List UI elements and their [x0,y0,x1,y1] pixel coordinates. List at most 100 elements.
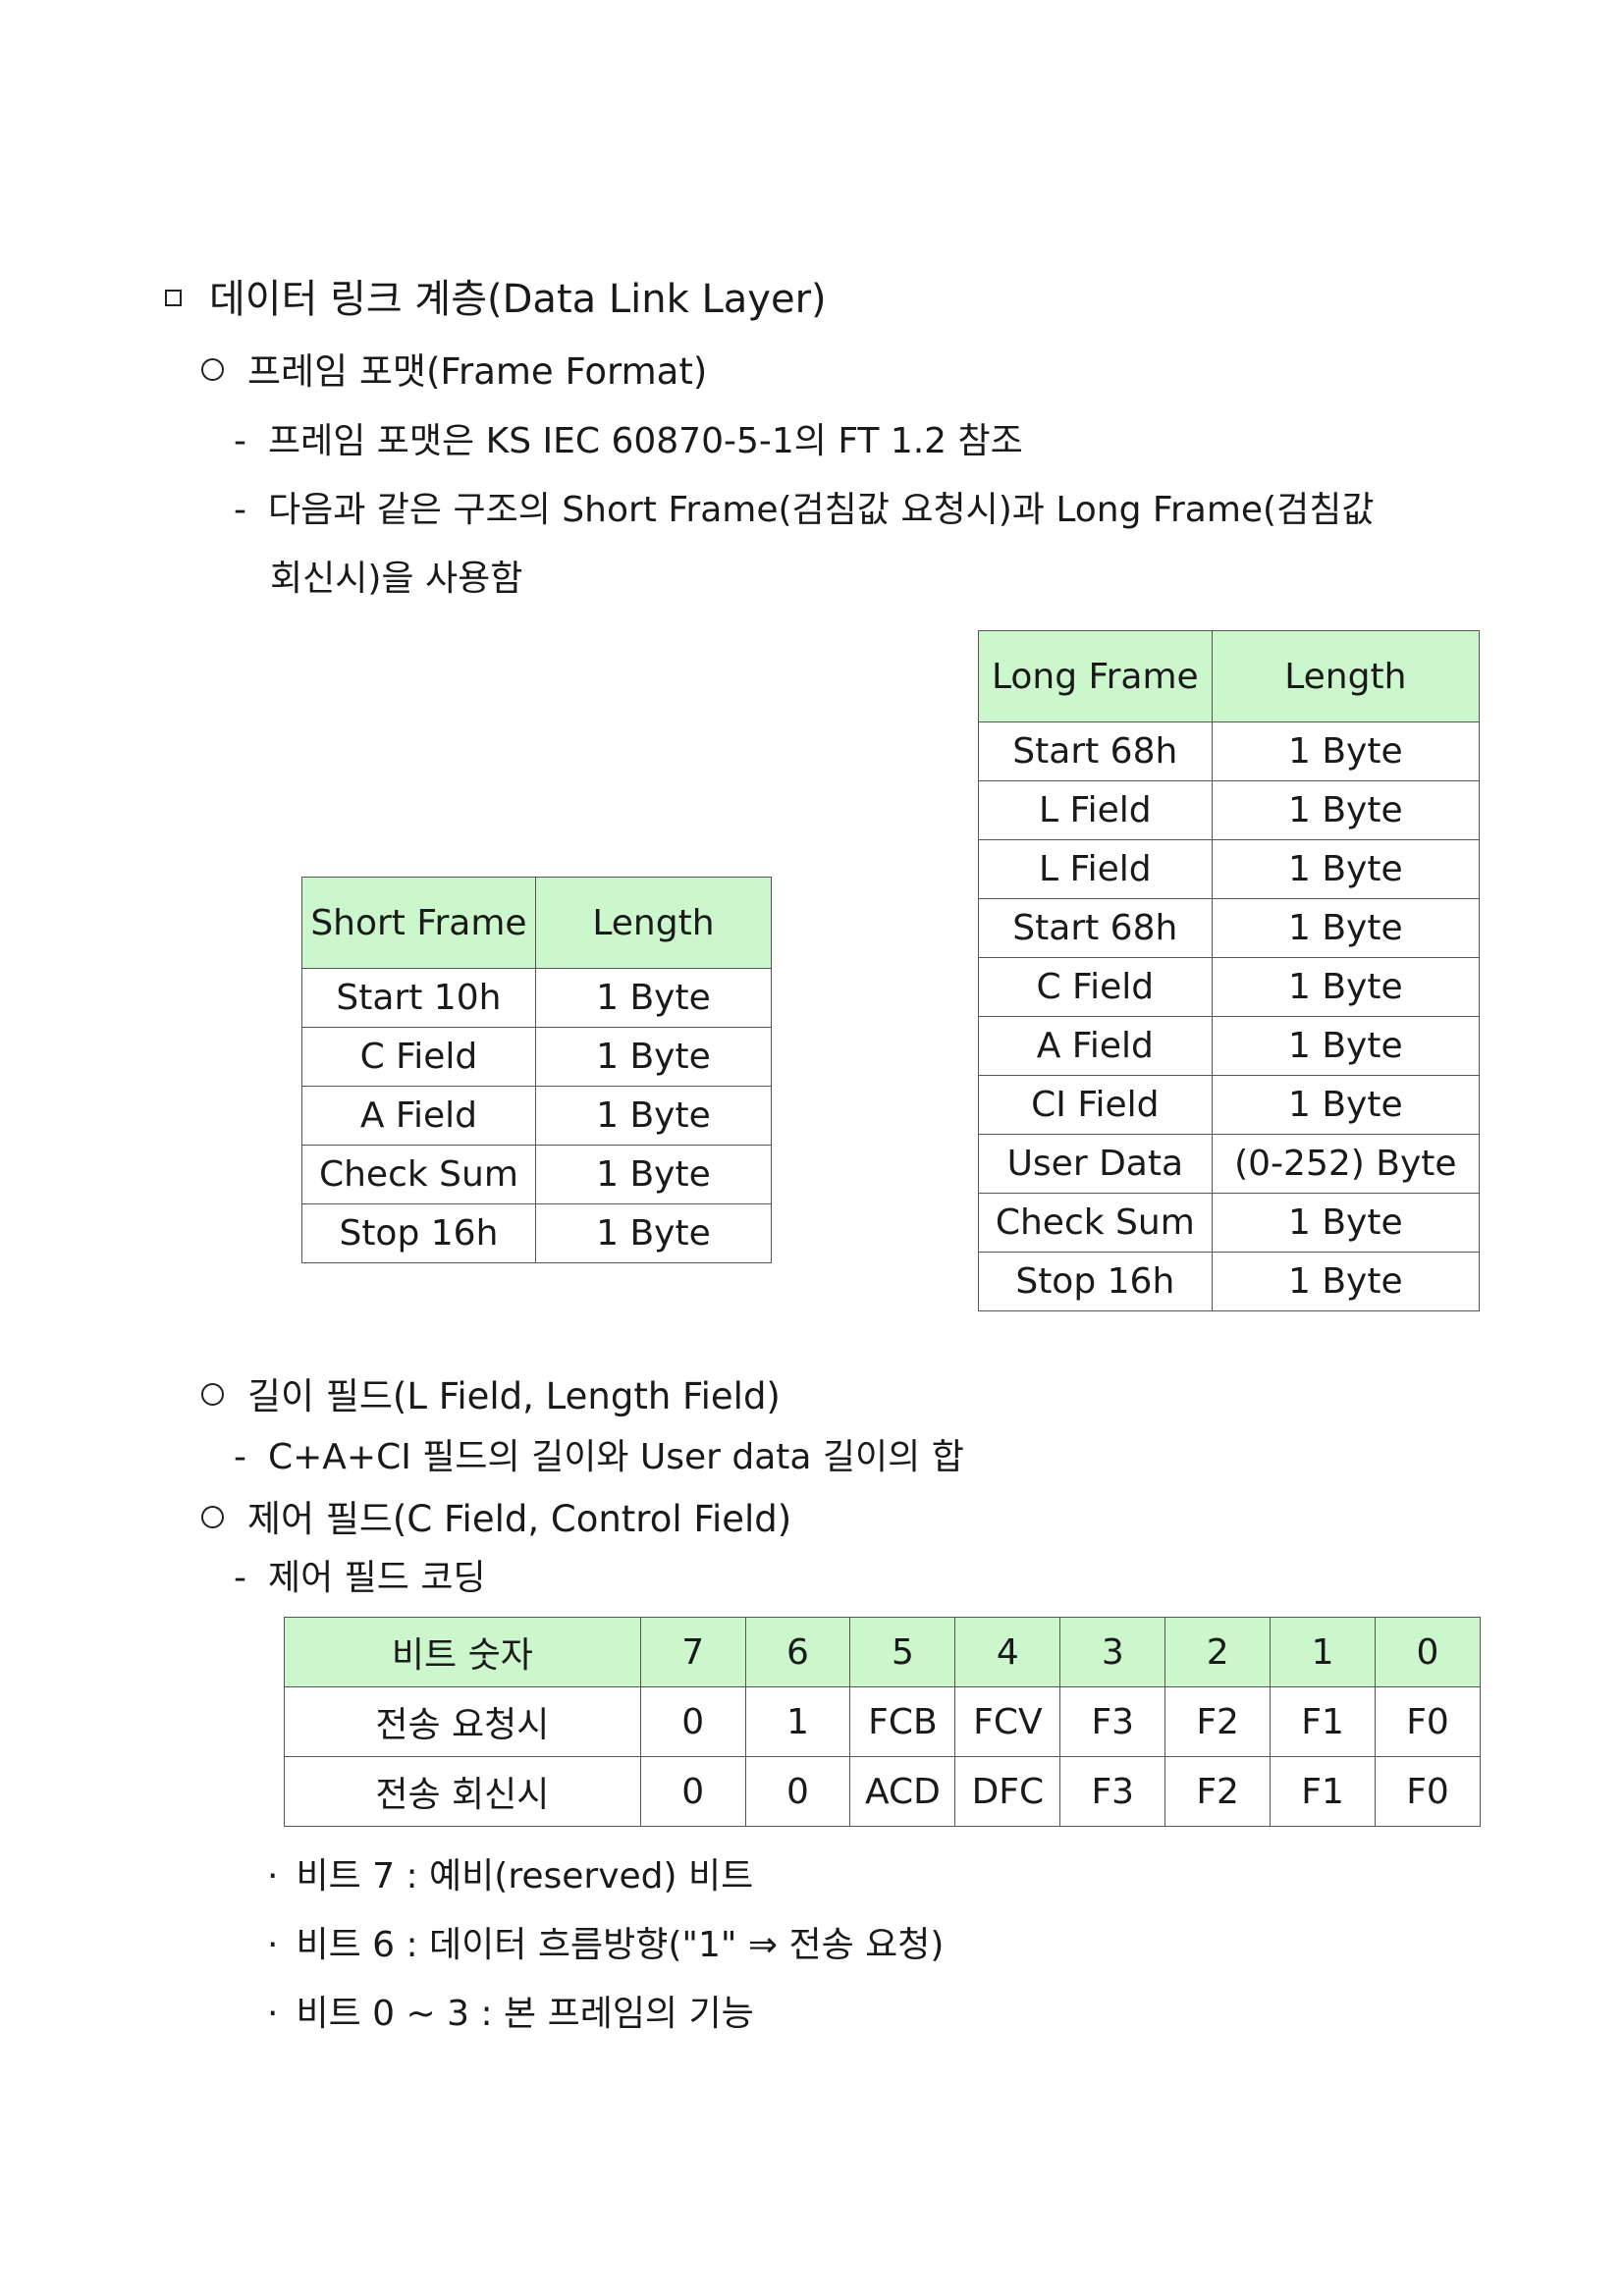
table-cell: F2 [1164,1756,1272,1827]
table-cell: 1 Byte [1211,1016,1481,1076]
table-cell: (0-252) Byte [1211,1134,1481,1194]
header-cell: 4 [954,1617,1061,1687]
table-cell: Check Sum [301,1145,536,1204]
frame-format-bullet-2: - 다음과 같은 구조의 Short Frame(검침값 요청시)과 Long F… [234,481,1481,532]
table-cell: A Field [301,1086,536,1146]
table-cell: Stop 16h [301,1203,536,1263]
table-cell: FCV [954,1686,1061,1757]
frame-format-bullet-1: - 프레임 포맷은 KS IEC 60870-5-1의 FT 1.2 참조 [234,412,1023,463]
table-cell: Stop 16h [978,1252,1213,1311]
control-field-title: 제어 필드(C Field, Control Field) [201,1489,791,1542]
table-cell: 1 Byte [1211,957,1481,1017]
dash-bullet-icon: - [234,490,246,530]
bullet-text: 회신시)을 사용함 [270,559,523,599]
header-cell: Long Frame [978,630,1213,722]
table-cell: F1 [1270,1756,1376,1827]
length-field-bullet: - C+A+CI 필드의 길이와 User data 길이의 합 [234,1428,964,1479]
bullet-text: 제어 필드 코딩 [268,1558,486,1598]
table-row: Check Sum 1 Byte [978,1193,1481,1253]
bit-coding-table: 비트 숫자 7 6 5 4 3 2 1 0 전송 요청시 0 1 FCB FCV… [284,1617,1481,1827]
table-cell: A Field [978,1016,1213,1076]
header-cell: 3 [1059,1617,1166,1687]
table-cell: 1 Byte [1211,1252,1481,1311]
bullet-text: C+A+CI 필드의 길이와 User data 길이의 합 [268,1437,964,1477]
note-bit-0-3: · 비트 0 ~ 3 : 본 프레임의 기능 [267,1985,754,2036]
table-cell: F0 [1375,1756,1481,1827]
table-cell: User Data [978,1134,1213,1194]
table-cell: 1 Byte [534,1027,773,1087]
bullet-text: 다음과 같은 구조의 Short Frame(검침값 요청시)과 Long Fr… [268,490,1375,530]
table-cell: 1 Byte [1211,898,1481,958]
table-row: C Field 1 Byte [978,957,1481,1017]
table-cell: 1 Byte [534,1145,773,1204]
circle-bullet-icon [201,1383,224,1406]
table-cell: 1 Byte [534,1086,773,1146]
table-row: L Field 1 Byte [978,839,1481,899]
table-row: Start 68h 1 Byte [978,898,1481,958]
table-cell: DFC [954,1756,1061,1827]
table-row: Start 68h 1 Byte [978,721,1481,781]
table-cell: ACD [849,1756,956,1827]
header-cell: Length [1211,630,1481,722]
bullet-text: 프레임 포맷은 KS IEC 60870-5-1의 FT 1.2 참조 [268,421,1023,461]
middot-bullet-icon: · [267,1856,279,1896]
table-row: CI Field 1 Byte [978,1075,1481,1135]
dash-bullet-icon: - [234,421,246,461]
table-cell: 1 Byte [534,1203,773,1263]
table-cell: C Field [301,1027,536,1087]
table-row: Start 10h 1 Byte [301,968,773,1028]
table-cell: 전송 회신시 [284,1756,641,1827]
header-cell: 1 [1270,1617,1376,1687]
table-row: Stop 16h 1 Byte [978,1252,1481,1311]
frame-format-bullet-2-cont: 회신시)을 사용함 [270,550,522,601]
table-row: Check Sum 1 Byte [301,1145,773,1204]
table-cell: Start 68h [978,898,1213,958]
section-heading: 데이터 링크 계층(Data Link Layer) [165,267,827,324]
table-cell: 전송 요청시 [284,1686,641,1757]
length-field-title: 길이 필드(L Field, Length Field) [201,1366,781,1419]
table-cell: 1 Byte [1211,839,1481,899]
note-bit-6: · 비트 6 : 데이터 흐름방향("1" ⇒ 전송 요청) [267,1916,944,1967]
header-cell: 2 [1164,1617,1272,1687]
table-cell: F3 [1059,1756,1166,1827]
table-cell: 1 Byte [1211,721,1481,781]
square-bullet-icon [165,289,182,306]
table-cell: C Field [978,957,1213,1017]
table-cell: Check Sum [978,1193,1213,1253]
frame-format-title: 프레임 포맷(Frame Format) [201,342,707,395]
table-cell: 0 [639,1756,746,1827]
table-cell: FCB [849,1686,956,1757]
table-header-row: Short Frame Length [301,877,773,969]
middot-bullet-icon: · [267,1994,279,2034]
table-row: 전송 요청시 0 1 FCB FCV F3 F2 F1 F0 [284,1686,1481,1757]
table-row: A Field 1 Byte [978,1016,1481,1076]
table-cell: 1 [744,1686,851,1757]
note-bit-7: · 비트 7 : 예비(reserved) 비트 [267,1847,753,1898]
middot-bullet-icon: · [267,1925,279,1965]
header-cell: 6 [744,1617,851,1687]
table-cell: F3 [1059,1686,1166,1757]
length-field-title-text: 길이 필드(L Field, Length Field) [247,1375,781,1417]
table-cell: Start 68h [978,721,1213,781]
table-cell: 1 Byte [1211,780,1481,840]
table-header-row: 비트 숫자 7 6 5 4 3 2 1 0 [284,1617,1481,1687]
table-header-row: Long Frame Length [978,630,1481,722]
table-cell: L Field [978,780,1213,840]
table-row: User Data (0-252) Byte [978,1134,1481,1194]
header-cell: Length [534,877,773,969]
header-cell: 5 [849,1617,956,1687]
table-cell: CI Field [978,1075,1213,1135]
note-text: 비트 6 : 데이터 흐름방향("1" ⇒ 전송 요청) [296,1925,945,1965]
table-row: 전송 회신시 0 0 ACD DFC F3 F2 F1 F0 [284,1756,1481,1827]
control-field-title-text: 제어 필드(C Field, Control Field) [247,1498,792,1540]
note-text: 비트 0 ~ 3 : 본 프레임의 기능 [296,1994,754,2034]
dash-bullet-icon: - [234,1437,246,1477]
table-cell: L Field [978,839,1213,899]
control-field-bullet: - 제어 필드 코딩 [234,1549,486,1600]
dash-bullet-icon: - [234,1558,246,1598]
table-cell: 1 Byte [1211,1193,1481,1253]
table-row: A Field 1 Byte [301,1086,773,1146]
table-row: C Field 1 Byte [301,1027,773,1087]
table-cell: Start 10h [301,968,536,1028]
table-cell: F0 [1375,1686,1481,1757]
